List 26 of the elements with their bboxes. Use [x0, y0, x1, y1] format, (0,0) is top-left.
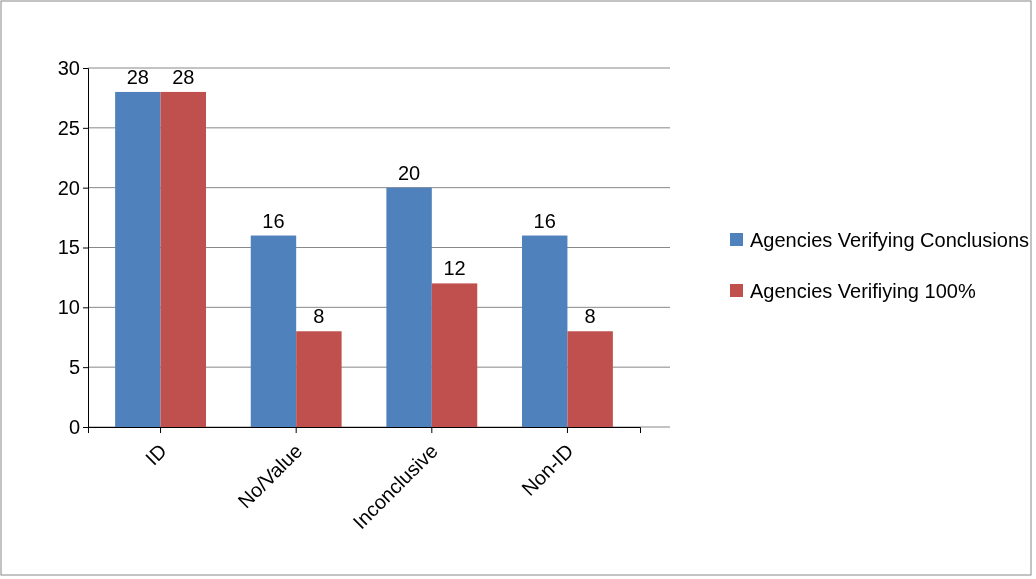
bar: [386, 187, 432, 427]
bar: [431, 283, 478, 427]
legend-label: Agencies Verifiying 100%: [750, 280, 976, 302]
data-label: 12: [443, 257, 466, 280]
bar: [160, 91, 206, 427]
data-label: 8: [584, 305, 596, 328]
y-tick-label: 5: [68, 356, 80, 379]
y-tick-label: 20: [57, 176, 80, 199]
bar: [296, 331, 342, 427]
data-label: 20: [397, 161, 421, 184]
x-tick-label: ID: [141, 439, 171, 470]
bar: [115, 91, 161, 427]
y-tick-label: 30: [57, 56, 80, 79]
y-tick-label: 10: [57, 296, 80, 319]
legend-label: Agencies Verifying Conclusions: [750, 229, 1030, 251]
data-label: 8: [313, 305, 325, 328]
y-tick-label: 0: [68, 415, 80, 438]
bar: [522, 235, 568, 427]
data-label: 16: [533, 209, 556, 232]
bar: [250, 235, 297, 427]
bar: [567, 331, 613, 427]
y-tick-label: 15: [57, 236, 80, 259]
data-label: 28: [126, 65, 149, 88]
data-label: 16: [262, 209, 285, 232]
y-tick-label: 25: [57, 116, 80, 139]
data-label: 28: [172, 65, 195, 88]
